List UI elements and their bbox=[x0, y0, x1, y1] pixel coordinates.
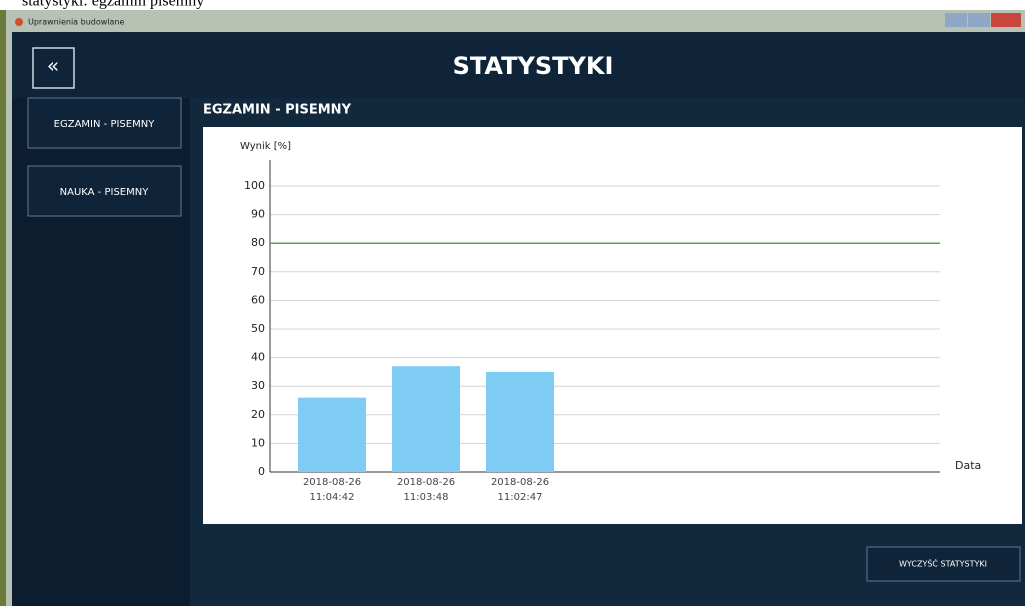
back-label: « bbox=[47, 54, 59, 78]
x-tick-label: 2018-08-26 bbox=[397, 477, 455, 488]
y-tick-label: 0 bbox=[258, 465, 265, 478]
x-tick-label: 11:04:42 bbox=[310, 492, 355, 503]
y-tick-label: 30 bbox=[251, 379, 265, 392]
x-axis-label: Data bbox=[955, 459, 981, 472]
y-tick-label: 100 bbox=[244, 179, 265, 192]
y-tick-label: 80 bbox=[251, 236, 265, 249]
y-tick-label: 90 bbox=[251, 208, 265, 221]
x-tick-label: 11:03:48 bbox=[404, 492, 449, 503]
minimize-button[interactable] bbox=[945, 13, 967, 27]
close-button[interactable] bbox=[991, 13, 1021, 27]
bar bbox=[392, 366, 460, 472]
y-tick-label: 40 bbox=[251, 351, 265, 364]
y-tick-label: 60 bbox=[251, 293, 265, 306]
panel-title: EGZAMIN - PISEMNY bbox=[203, 103, 352, 118]
menu-label: EGZAMIN - PISEMNY bbox=[54, 119, 156, 130]
page-title: STATYSTYKI bbox=[453, 52, 614, 80]
bar bbox=[486, 372, 554, 472]
y-tick-label: 10 bbox=[251, 436, 265, 449]
x-tick-label: 2018-08-26 bbox=[303, 477, 361, 488]
y-tick-label: 20 bbox=[251, 408, 265, 421]
y-tick-label: 70 bbox=[251, 265, 265, 278]
bar bbox=[298, 398, 366, 472]
window-title: Uprawnienia budowlane bbox=[28, 18, 124, 27]
menu-label: NAUKA - PISEMNY bbox=[60, 187, 150, 198]
y-axis-label: Wynik [%] bbox=[240, 141, 291, 152]
clear-label: WYCZYŚĆ STATYSTYKI bbox=[899, 558, 987, 569]
maximize-button[interactable] bbox=[968, 13, 990, 27]
caption: statystyki: egzamin pisemny bbox=[22, 0, 204, 10]
x-tick-label: 11:02:47 bbox=[498, 492, 543, 503]
x-tick-label: 2018-08-26 bbox=[491, 477, 549, 488]
screen: statystyki: egzamin pisemny Uprawnienia … bbox=[0, 0, 1025, 606]
app-icon bbox=[15, 18, 23, 26]
y-tick-label: 50 bbox=[251, 322, 265, 335]
